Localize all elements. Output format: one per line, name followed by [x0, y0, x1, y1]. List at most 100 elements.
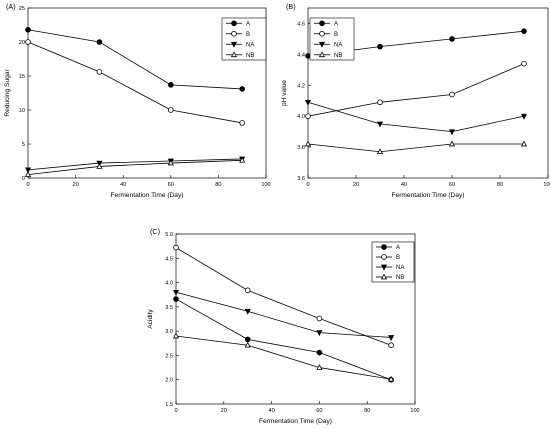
series-A: [173, 296, 394, 383]
series-line: [27, 159, 243, 175]
x-tick-label: 100: [543, 182, 550, 188]
y-tick-label: 20: [19, 40, 25, 46]
series-line: [27, 158, 243, 171]
data-point: [173, 244, 179, 251]
data-point: [244, 287, 251, 294]
data-point: [304, 99, 312, 106]
x-tick-label: 100: [261, 182, 270, 188]
legend-marker: [319, 20, 325, 27]
legend-entry: A: [246, 21, 250, 27]
data-point: [316, 349, 323, 356]
series-line: [175, 298, 392, 381]
legend-entry: B: [334, 32, 338, 38]
legend-marker: [231, 20, 237, 27]
series-line: [27, 29, 243, 90]
data-point: [172, 289, 180, 296]
series-line: [307, 63, 525, 117]
data-point: [239, 86, 246, 92]
x-tick-label: 60: [449, 182, 455, 188]
y-tick-label: 4.0: [297, 114, 305, 120]
series-A: [25, 26, 246, 92]
legend-marker: [380, 273, 388, 280]
x-tick-label: 0: [306, 182, 309, 188]
plot-frame: [27, 7, 267, 179]
plot-frame: [307, 7, 549, 179]
x-tick-label: 0: [26, 182, 29, 188]
chart-panel-2: 0 20 40 60 80 100 3.6 3.8 4.0 4.2 4.4 4.6 Fermentati…: [281, 2, 550, 199]
series-NA: [304, 99, 528, 136]
data-point: [304, 140, 312, 147]
x-tick-label: 20: [353, 182, 359, 188]
legend-marker: [318, 41, 326, 48]
y-tick-label: 4.2: [297, 83, 305, 89]
data-point: [449, 91, 455, 98]
x-axis-label: Fermentation Time (Day): [111, 192, 184, 199]
data-point: [449, 36, 455, 42]
data-point: [376, 148, 384, 155]
data-point: [96, 69, 103, 75]
legend-marker: [231, 30, 237, 37]
data-point: [24, 171, 32, 177]
y-tick-label: 4.4: [297, 52, 305, 58]
y-tick-label: 3.8: [297, 145, 305, 151]
data-point: [388, 342, 394, 349]
data-point: [172, 332, 180, 339]
legend-marker: [381, 244, 387, 250]
legend-box: [371, 241, 415, 283]
panel-label: (C): [150, 227, 160, 236]
legend-entry: A: [396, 245, 400, 251]
data-point: [239, 120, 246, 126]
chart-panel-1: 0 20 40 60 80 100 0 5 10 15 20 25 Fermentation Time …: [4, 2, 271, 199]
legend-entry: NB: [396, 275, 404, 281]
data-point: [168, 82, 174, 88]
series-NB: [304, 140, 528, 155]
legend-entry: NB: [334, 53, 342, 59]
legend-marker: [319, 30, 325, 37]
y-tick-label: 3.5: [165, 305, 173, 311]
legend-entry: NA: [246, 42, 254, 48]
data-point: [25, 26, 31, 33]
data-point: [168, 107, 174, 113]
data-point: [377, 99, 383, 106]
data-point: [520, 140, 528, 147]
y-tick-label: 25: [19, 6, 25, 12]
x-tick-label: 80: [497, 182, 503, 188]
data-point: [244, 341, 251, 348]
data-point: [305, 53, 311, 59]
series-B: [25, 39, 246, 126]
y-tick-label: 3.0: [165, 329, 173, 335]
series-line: [27, 41, 243, 124]
x-axis-label: Fermentation Time (Day): [259, 418, 332, 425]
data-point: [316, 330, 323, 337]
y-axis-label: Acidity: [147, 309, 154, 329]
x-tick-label: 80: [215, 182, 221, 188]
legend-box: [221, 17, 267, 61]
y-axis-label: pH value: [281, 80, 288, 106]
legend-box: [309, 17, 355, 61]
y-tick-label: 10: [19, 108, 25, 114]
legend-entry: NA: [334, 42, 342, 48]
legend-marker: [318, 51, 326, 58]
chart-panel-3: 0 20 40 60 80 100 1.5 2.0 2.5 3.0 3.5 4.0 4.5 5.0 Ferm…: [147, 227, 420, 425]
data-point: [244, 336, 251, 343]
x-tick-label: 60: [316, 408, 322, 414]
x-tick-label: 80: [364, 408, 370, 414]
data-point: [388, 335, 395, 341]
x-tick-label: 0: [174, 408, 177, 414]
series-line: [307, 143, 524, 153]
x-tick-label: 40: [401, 182, 407, 188]
series-line: [175, 247, 392, 346]
y-tick-label: 5: [22, 142, 25, 148]
legend-entry: NB: [246, 53, 254, 59]
y-axis-label: Reducing Sugar: [4, 69, 11, 117]
legend: AB NA NB: [309, 17, 355, 61]
series-B: [173, 244, 394, 349]
data-point: [316, 364, 323, 370]
data-point: [96, 39, 103, 45]
x-tick-label: 100: [410, 408, 419, 414]
series-line: [175, 335, 392, 380]
y-tick-label: 4.0: [165, 281, 173, 287]
y-tick-label: 3.6: [297, 176, 305, 182]
y-tick-label: 4.6: [297, 21, 305, 27]
